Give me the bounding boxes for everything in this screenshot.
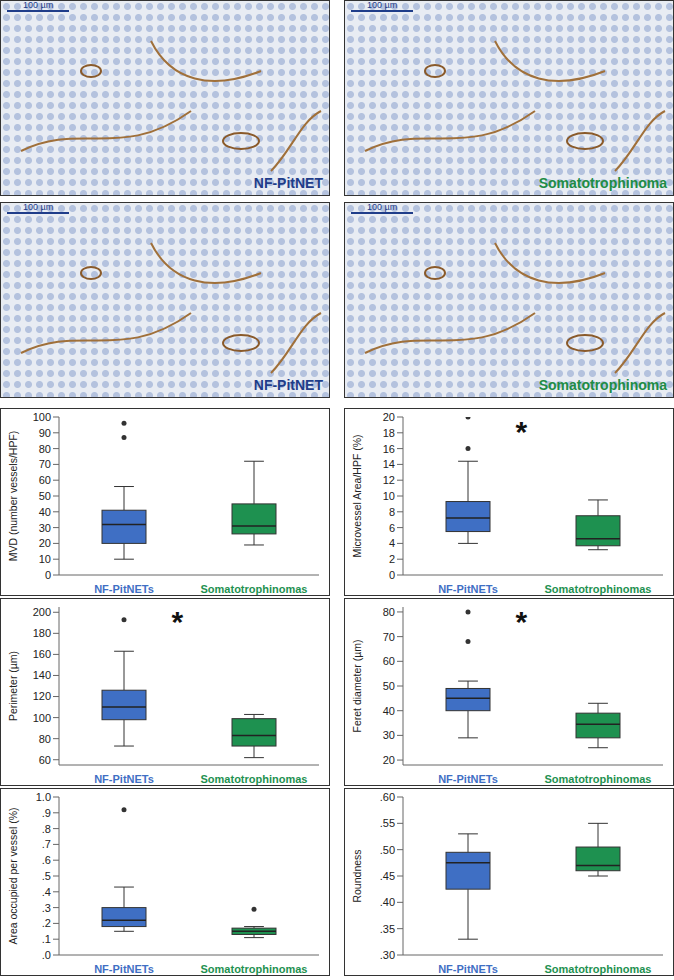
svg-text:80: 80 xyxy=(39,733,51,745)
svg-text:1.0: 1.0 xyxy=(36,791,51,803)
svg-text:0: 0 xyxy=(389,569,395,581)
svg-text:.35: .35 xyxy=(380,923,395,935)
svg-text:70: 70 xyxy=(383,631,395,643)
svg-text:Somatotrophinomas: Somatotrophinomas xyxy=(201,583,308,595)
svg-text:NF-PitNETs: NF-PitNETs xyxy=(94,963,154,975)
svg-text:30: 30 xyxy=(383,729,395,741)
svg-text:Somatotrophinomas: Somatotrophinomas xyxy=(545,963,652,975)
svg-text:80: 80 xyxy=(39,443,51,455)
svg-text:.60: .60 xyxy=(380,791,395,803)
svg-text:Perimeter (µm): Perimeter (µm) xyxy=(7,651,19,721)
svg-text:120: 120 xyxy=(33,690,51,702)
svg-text:100: 100 xyxy=(33,712,51,724)
svg-text:NF-PitNETs: NF-PitNETs xyxy=(438,773,498,785)
html-text:100 µm: 100 µm xyxy=(23,202,54,212)
svg-text:.3: .3 xyxy=(42,902,51,914)
svg-text:200: 200 xyxy=(33,606,51,618)
svg-text:20: 20 xyxy=(383,411,395,423)
svg-text:90: 90 xyxy=(39,427,51,439)
svg-text:40: 40 xyxy=(383,705,395,717)
html-text:NF-PitNET: NF-PitNET xyxy=(253,377,323,393)
svg-text:160: 160 xyxy=(33,648,51,660)
svg-text:60: 60 xyxy=(383,655,395,667)
svg-text:16: 16 xyxy=(383,443,395,455)
svg-text:.4: .4 xyxy=(42,886,51,898)
svg-text:10: 10 xyxy=(39,553,51,565)
html-text:Somatotrophinoma: Somatotrophinoma xyxy=(538,175,667,191)
svg-text:.0: .0 xyxy=(42,949,51,961)
svg-text:140: 140 xyxy=(33,669,51,681)
svg-text:.6: .6 xyxy=(42,854,51,866)
svg-text:.2: .2 xyxy=(42,917,51,929)
html-text:NF-PitNET: NF-PitNET xyxy=(253,175,323,191)
svg-text:4: 4 xyxy=(389,537,395,549)
svg-text:100: 100 xyxy=(33,411,51,423)
svg-text:80: 80 xyxy=(383,606,395,618)
html-text:100 µm: 100 µm xyxy=(367,0,398,10)
svg-text:.5: .5 xyxy=(42,870,51,882)
svg-text:6: 6 xyxy=(389,522,395,534)
svg-text:Somatotrophinomas: Somatotrophinomas xyxy=(545,773,652,785)
svg-text:NF-PitNETs: NF-PitNETs xyxy=(94,773,154,785)
svg-text:2: 2 xyxy=(389,553,395,565)
svg-text:180: 180 xyxy=(33,627,51,639)
svg-text:60: 60 xyxy=(39,754,51,766)
svg-text:.1: .1 xyxy=(42,933,51,945)
html-text:100 µm: 100 µm xyxy=(23,0,54,10)
svg-text:.40: .40 xyxy=(380,896,395,908)
svg-text:.45: .45 xyxy=(380,870,395,882)
svg-text:Area occupied per vessel (%): Area occupied per vessel (%) xyxy=(7,807,19,944)
svg-text:NF-PitNETs: NF-PitNETs xyxy=(438,583,498,595)
svg-text:70: 70 xyxy=(39,458,51,470)
svg-text:40: 40 xyxy=(39,506,51,518)
svg-text:.55: .55 xyxy=(380,817,395,829)
svg-text:8: 8 xyxy=(389,506,395,518)
svg-text:NF-PitNETs: NF-PitNETs xyxy=(94,583,154,595)
svg-text:.30: .30 xyxy=(380,949,395,961)
svg-text:20: 20 xyxy=(383,754,395,766)
svg-text:MVD (number vessels/HPF): MVD (number vessels/HPF) xyxy=(7,431,19,562)
svg-text:NF-PitNETs: NF-PitNETs xyxy=(438,963,498,975)
svg-text:18: 18 xyxy=(383,427,395,439)
svg-text:50: 50 xyxy=(383,680,395,692)
svg-text:0: 0 xyxy=(45,569,51,581)
html-text:100 µm: 100 µm xyxy=(367,202,398,212)
svg-text:Somatotrophinomas: Somatotrophinomas xyxy=(545,583,652,595)
svg-text:20: 20 xyxy=(39,537,51,549)
svg-text:12: 12 xyxy=(383,474,395,486)
svg-text:.7: .7 xyxy=(42,838,51,850)
svg-text:.9: .9 xyxy=(42,807,51,819)
svg-text:10: 10 xyxy=(383,490,395,502)
html-text:Somatotrophinoma: Somatotrophinoma xyxy=(538,377,667,393)
svg-text:30: 30 xyxy=(39,522,51,534)
svg-text:Somatotrophinomas: Somatotrophinomas xyxy=(201,773,308,785)
svg-text:Microvessel Area/HPF (%): Microvessel Area/HPF (%) xyxy=(351,434,363,557)
svg-text:Somatotrophinomas: Somatotrophinomas xyxy=(201,963,308,975)
svg-text:Feret diameter (µm): Feret diameter (µm) xyxy=(351,640,363,733)
svg-text:50: 50 xyxy=(39,490,51,502)
svg-text:.8: .8 xyxy=(42,823,51,835)
svg-text:60: 60 xyxy=(39,474,51,486)
svg-text:Roundness: Roundness xyxy=(351,849,363,902)
svg-text:.50: .50 xyxy=(380,844,395,856)
svg-text:14: 14 xyxy=(383,458,395,470)
